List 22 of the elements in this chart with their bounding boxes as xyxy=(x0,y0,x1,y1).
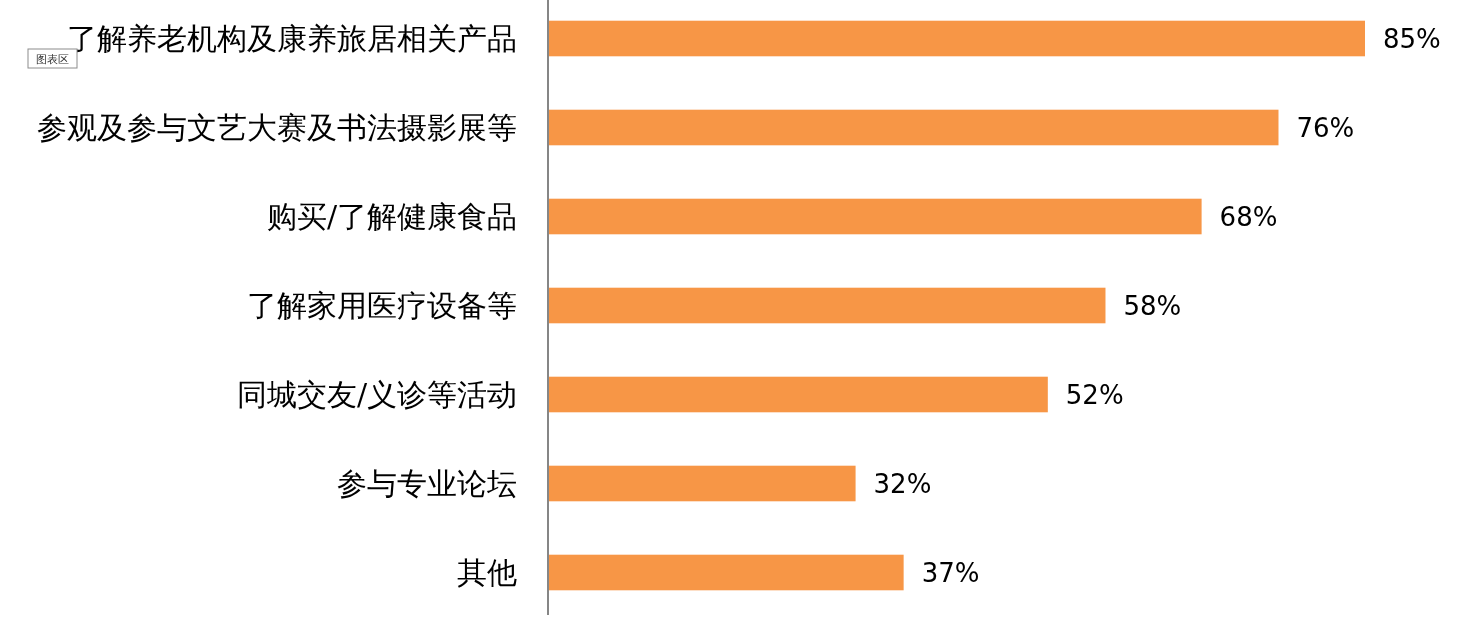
y-tick-label: 其他 xyxy=(457,555,517,590)
data-label: 37% xyxy=(921,557,980,588)
data-label: 76% xyxy=(1296,112,1355,143)
text: 图表区 xyxy=(36,52,69,66)
y-tick-label: 了解家用医疗设备等 xyxy=(247,288,517,323)
data-label: 58% xyxy=(1123,290,1182,321)
bar xyxy=(548,287,1106,324)
y-tick-label: 了解养老机构及康养旅居相关产品 xyxy=(67,21,517,56)
bar xyxy=(548,198,1202,235)
y-tick-label: 参与专业论坛 xyxy=(337,466,517,501)
data-label: 32% xyxy=(873,468,932,499)
bar xyxy=(548,376,1048,413)
bar xyxy=(548,20,1365,57)
y-tick-label: 同城交友/义诊等活动 xyxy=(236,377,517,412)
data-label: 85% xyxy=(1383,23,1441,54)
y-tick-label: 购买/了解健康食品 xyxy=(266,199,517,234)
bar xyxy=(548,109,1279,146)
data-label: 52% xyxy=(1065,379,1124,410)
y-tick-label: 参观及参与文艺大赛及书法摄影展等 xyxy=(37,110,517,145)
bar xyxy=(548,554,904,591)
bar xyxy=(548,465,856,502)
data-label: 68% xyxy=(1219,201,1278,232)
